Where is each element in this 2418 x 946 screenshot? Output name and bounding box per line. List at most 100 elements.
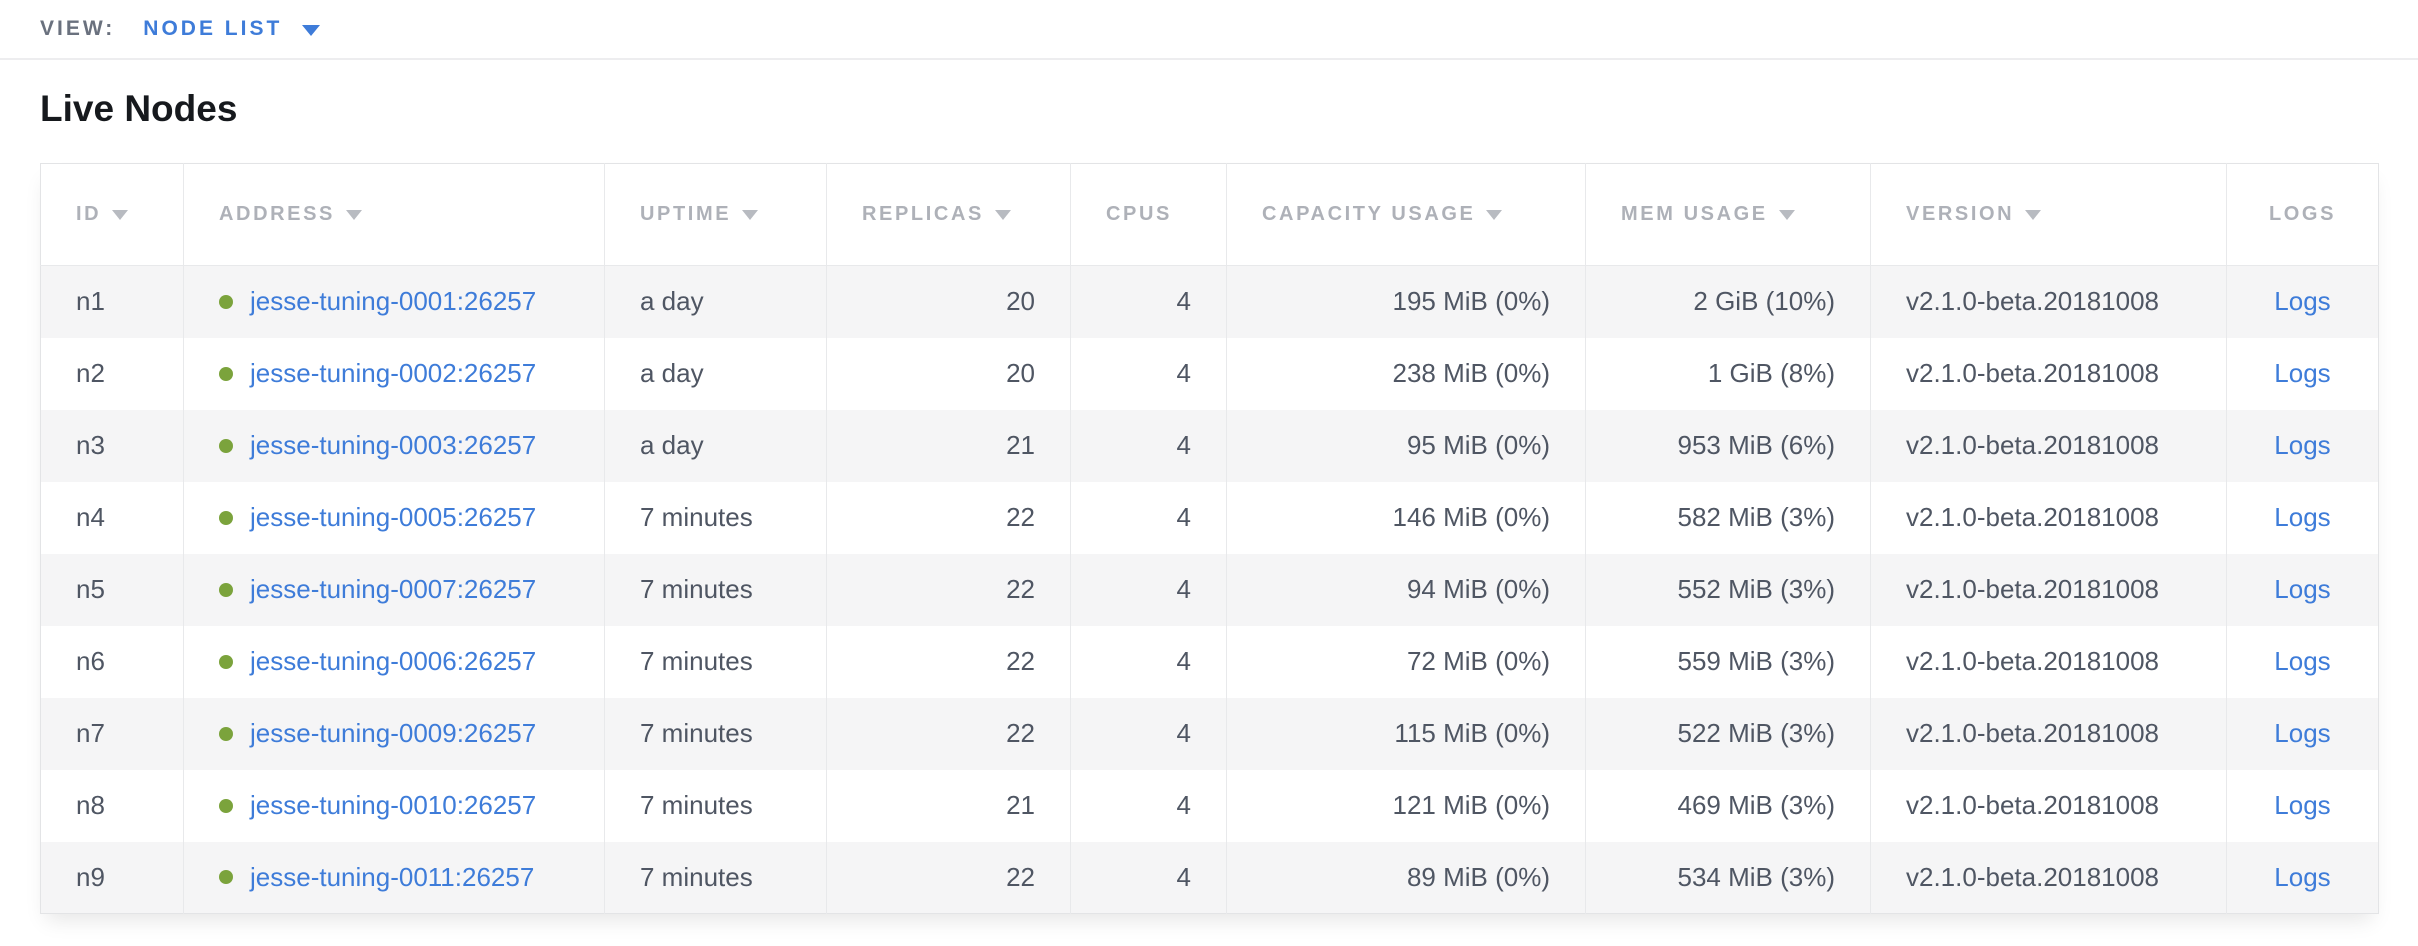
- cell-version: v2.1.0-beta.20181008: [1870, 841, 2227, 914]
- sort-desc-icon: [346, 210, 362, 220]
- logs-link[interactable]: Logs: [2274, 502, 2331, 532]
- cell-address: jesse-tuning-0002:26257: [183, 337, 605, 410]
- cell-mem_usage: 1 GiB (8%): [1585, 337, 1871, 410]
- node-row-n9: n9 jesse-tuning-0011:26257 7 minutes 22 4 89 …: [40, 841, 2379, 914]
- logs-link[interactable]: Logs: [2274, 718, 2331, 748]
- cell-uptime: 7 minutes: [604, 625, 827, 698]
- cell-replicas: 22: [826, 697, 1071, 770]
- node-address-link[interactable]: jesse-tuning-0010:26257: [250, 790, 537, 820]
- node-status-live-icon: [219, 654, 233, 669]
- cell-uptime: a day: [604, 409, 827, 482]
- node-status-live-icon: [219, 366, 233, 381]
- sort-desc-icon: [112, 210, 129, 220]
- column-label: LOGS: [2268, 203, 2337, 225]
- column-label: ID: [76, 203, 102, 225]
- cell-capacity_usage: 146 MiB (0%): [1226, 481, 1586, 554]
- node-address-link[interactable]: jesse-tuning-0011:26257: [250, 861, 535, 892]
- cell-capacity_usage: 94 MiB (0%): [1226, 553, 1586, 626]
- node-address-link[interactable]: jesse-tuning-0007:26257: [250, 574, 537, 604]
- cell-capacity_usage: 95 MiB (0%): [1226, 409, 1586, 482]
- cell-logs: Logs: [2226, 265, 2379, 338]
- cell-capacity_usage: 115 MiB (0%): [1226, 697, 1586, 770]
- node-row-n3: n3 jesse-tuning-0003:26257 a day 21 4 95 MiB …: [40, 409, 2379, 482]
- column-label: VERSION: [1906, 203, 2015, 225]
- cell-logs: Logs: [2226, 337, 2379, 410]
- cell-logs: Logs: [2226, 481, 2379, 554]
- page-title: Live Nodes: [40, 88, 238, 129]
- column-label: UPTIME: [640, 203, 732, 225]
- column-label: CAPACITY USAGE: [1262, 203, 1476, 225]
- cell-cpus: 4: [1070, 481, 1227, 554]
- cell-version: v2.1.0-beta.20181008: [1870, 769, 2227, 842]
- column-label: ADDRESS: [219, 203, 335, 225]
- cell-replicas: 22: [826, 553, 1071, 626]
- column-label: MEM USAGE: [1621, 203, 1768, 225]
- cell-version: v2.1.0-beta.20181008: [1870, 409, 2227, 482]
- cell-uptime: 7 minutes: [604, 841, 827, 914]
- logs-link[interactable]: Logs: [2274, 430, 2331, 460]
- logs-link[interactable]: Logs: [2274, 861, 2331, 892]
- node-status-live-icon: [219, 726, 233, 741]
- view-dropdown[interactable]: NODE LIST: [143, 17, 321, 41]
- cell-logs: Logs: [2226, 409, 2379, 482]
- cell-id: n3: [40, 409, 184, 482]
- column-header-version[interactable]: VERSION: [1870, 163, 2227, 266]
- logs-link[interactable]: Logs: [2274, 574, 2331, 604]
- cell-id: n7: [40, 697, 184, 770]
- cell-address: jesse-tuning-0005:26257: [183, 481, 605, 554]
- view-dropdown-value: NODE LIST: [143, 17, 283, 40]
- cell-uptime: a day: [604, 265, 827, 338]
- view-label: VIEW:: [40, 17, 116, 40]
- node-address-link[interactable]: jesse-tuning-0009:26257: [250, 718, 537, 748]
- node-row-n6: n6 jesse-tuning-0006:26257 7 minutes 22 4 72 …: [40, 625, 2379, 698]
- live-nodes-table-container: ID ADDRESS UPTIME REPLICAS CPUS CAPACITY USAG…: [40, 163, 2379, 914]
- sort-desc-icon: [994, 210, 1011, 220]
- cell-address: jesse-tuning-0007:26257: [183, 553, 605, 626]
- cell-id: n1: [40, 265, 184, 338]
- cell-mem_usage: 522 MiB (3%): [1585, 697, 1871, 770]
- column-label: REPLICAS: [862, 203, 984, 225]
- column-label: CPUS: [1106, 203, 1172, 225]
- node-address-link[interactable]: jesse-tuning-0005:26257: [250, 502, 537, 532]
- view-bar: VIEW: NODE LIST: [0, 0, 2418, 60]
- cell-address: jesse-tuning-0003:26257: [183, 409, 605, 482]
- node-row-n1: n1 jesse-tuning-0001:26257 a day 20 4 195 MiB…: [40, 265, 2379, 338]
- node-status-live-icon: [219, 510, 233, 525]
- sort-desc-icon: [2025, 210, 2042, 220]
- cell-capacity_usage: 89 MiB (0%): [1226, 841, 1586, 914]
- sort-desc-icon: [1486, 210, 1503, 220]
- node-status-live-icon: [219, 870, 233, 885]
- cell-id: n4: [40, 481, 184, 554]
- column-header-mem_usage[interactable]: MEM USAGE: [1585, 163, 1871, 266]
- cell-logs: Logs: [2226, 769, 2379, 842]
- cell-cpus: 4: [1070, 265, 1227, 338]
- node-row-n4: n4 jesse-tuning-0005:26257 7 minutes 22 4 146…: [40, 481, 2379, 554]
- column-header-replicas[interactable]: REPLICAS: [826, 163, 1071, 266]
- column-header-capacity_usage[interactable]: CAPACITY USAGE: [1226, 163, 1586, 266]
- node-address-link[interactable]: jesse-tuning-0001:26257: [250, 286, 537, 317]
- node-address-link[interactable]: jesse-tuning-0003:26257: [250, 430, 537, 460]
- node-address-link[interactable]: jesse-tuning-0002:26257: [250, 358, 537, 388]
- cell-uptime: a day: [604, 337, 827, 410]
- logs-link[interactable]: Logs: [2274, 790, 2331, 820]
- cell-uptime: 7 minutes: [604, 697, 827, 770]
- cell-logs: Logs: [2226, 553, 2379, 626]
- cell-cpus: 4: [1070, 841, 1227, 914]
- sort-desc-icon: [1778, 210, 1795, 220]
- logs-link[interactable]: Logs: [2274, 358, 2331, 388]
- cell-mem_usage: 534 MiB (3%): [1585, 841, 1871, 914]
- cell-mem_usage: 469 MiB (3%): [1585, 769, 1871, 842]
- node-row-n5: n5 jesse-tuning-0007:26257 7 minutes 22 4 94 …: [40, 553, 2379, 626]
- cell-version: v2.1.0-beta.20181008: [1870, 625, 2227, 698]
- cell-id: n2: [40, 337, 184, 410]
- column-header-uptime[interactable]: UPTIME: [604, 163, 827, 266]
- logs-link[interactable]: Logs: [2274, 286, 2331, 317]
- cell-uptime: 7 minutes: [604, 553, 827, 626]
- cell-address: jesse-tuning-0006:26257: [183, 625, 605, 698]
- logs-link[interactable]: Logs: [2274, 646, 2331, 676]
- column-header-address[interactable]: ADDRESS: [183, 163, 605, 266]
- node-address-link[interactable]: jesse-tuning-0006:26257: [250, 646, 537, 676]
- column-header-id[interactable]: ID: [40, 163, 184, 266]
- cell-capacity_usage: 238 MiB (0%): [1226, 337, 1586, 410]
- cell-mem_usage: 559 MiB (3%): [1585, 625, 1871, 698]
